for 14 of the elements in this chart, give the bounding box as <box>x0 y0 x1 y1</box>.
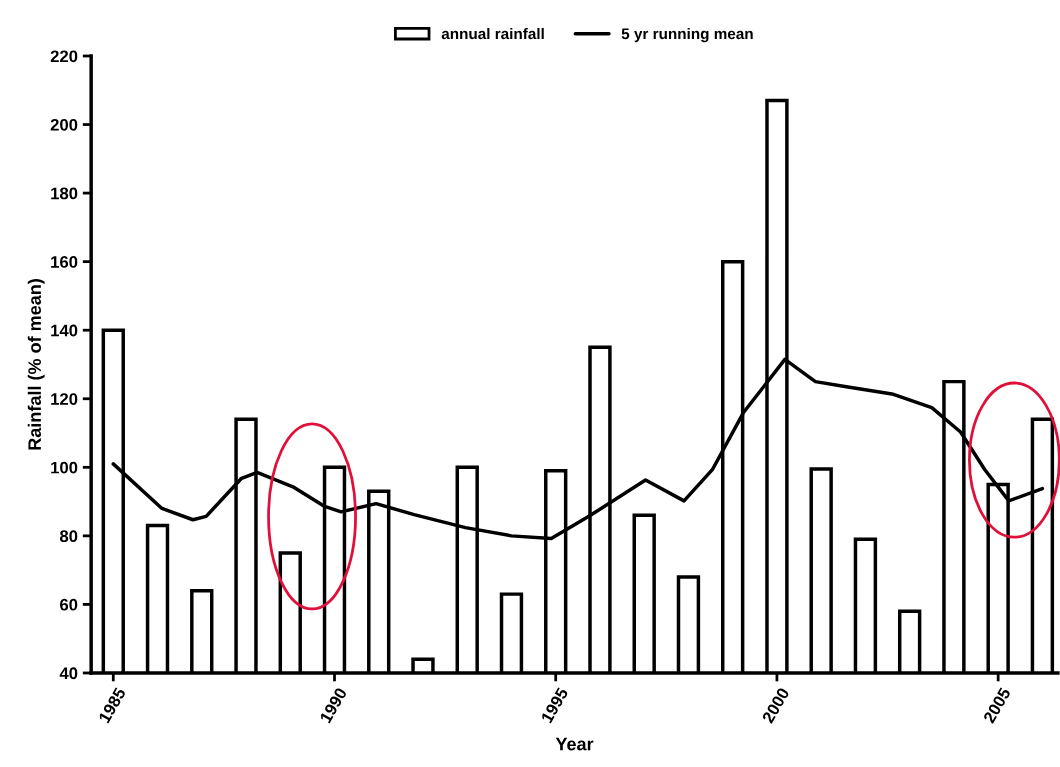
y-tick-label: 120 <box>51 393 78 405</box>
y-tick-label: 140 <box>51 324 78 337</box>
legend-label: 5 yr running mean <box>621 27 753 43</box>
y-tick-label: 80 <box>59 530 78 543</box>
x-axis-title: Year <box>555 737 594 751</box>
y-tick-label: 160 <box>51 256 78 268</box>
y-tick-label: 100 <box>51 461 78 474</box>
legend-label: annual rainfall <box>441 27 544 40</box>
y-tick-label: 60 <box>60 598 78 611</box>
y-tick-label: 180 <box>51 187 78 200</box>
y-axis-title: Rainfall (% of mean) <box>27 279 45 450</box>
y-tick-label: 40 <box>59 667 78 680</box>
y-tick-label: 220 <box>50 50 78 63</box>
y-tick-label: 200 <box>50 118 78 131</box>
